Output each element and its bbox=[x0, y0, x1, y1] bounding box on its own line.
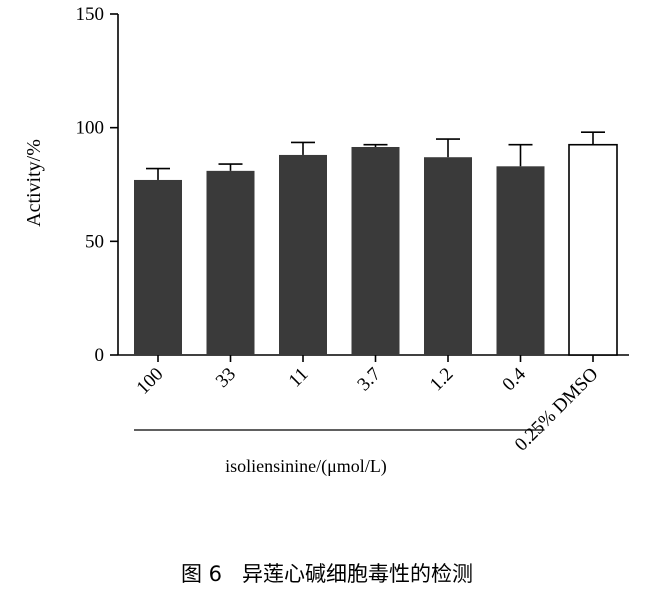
bar bbox=[351, 146, 400, 355]
bar bbox=[568, 143, 618, 356]
x-tick-label: 11 bbox=[285, 364, 313, 392]
group-label: isoliensinine/(μmol/L) bbox=[225, 456, 387, 477]
figure-title: 异莲心碱细胞毒性的检测 bbox=[242, 562, 474, 586]
y-tick-label: 50 bbox=[85, 231, 104, 252]
y-tick-label: 0 bbox=[95, 345, 105, 366]
y-axis-label: Activity/% bbox=[23, 139, 45, 227]
bar bbox=[206, 170, 255, 355]
y-tick-label: 100 bbox=[76, 118, 105, 139]
bar bbox=[496, 166, 545, 355]
bar bbox=[424, 157, 472, 355]
x-tick-label: 0.4 bbox=[498, 363, 530, 395]
x-tick-label: 33 bbox=[212, 364, 240, 392]
figure-caption: 图 6 异莲心碱细胞毒性的检测 bbox=[0, 558, 654, 588]
x-tick-label: 1.2 bbox=[426, 364, 458, 396]
bar bbox=[134, 179, 182, 355]
x-tick-label: 100 bbox=[133, 364, 168, 399]
bar bbox=[279, 154, 327, 355]
y-tick-label: 150 bbox=[76, 4, 105, 25]
x-tick-label: 3.7 bbox=[353, 364, 385, 396]
figure-number: 图 6 bbox=[180, 562, 222, 586]
